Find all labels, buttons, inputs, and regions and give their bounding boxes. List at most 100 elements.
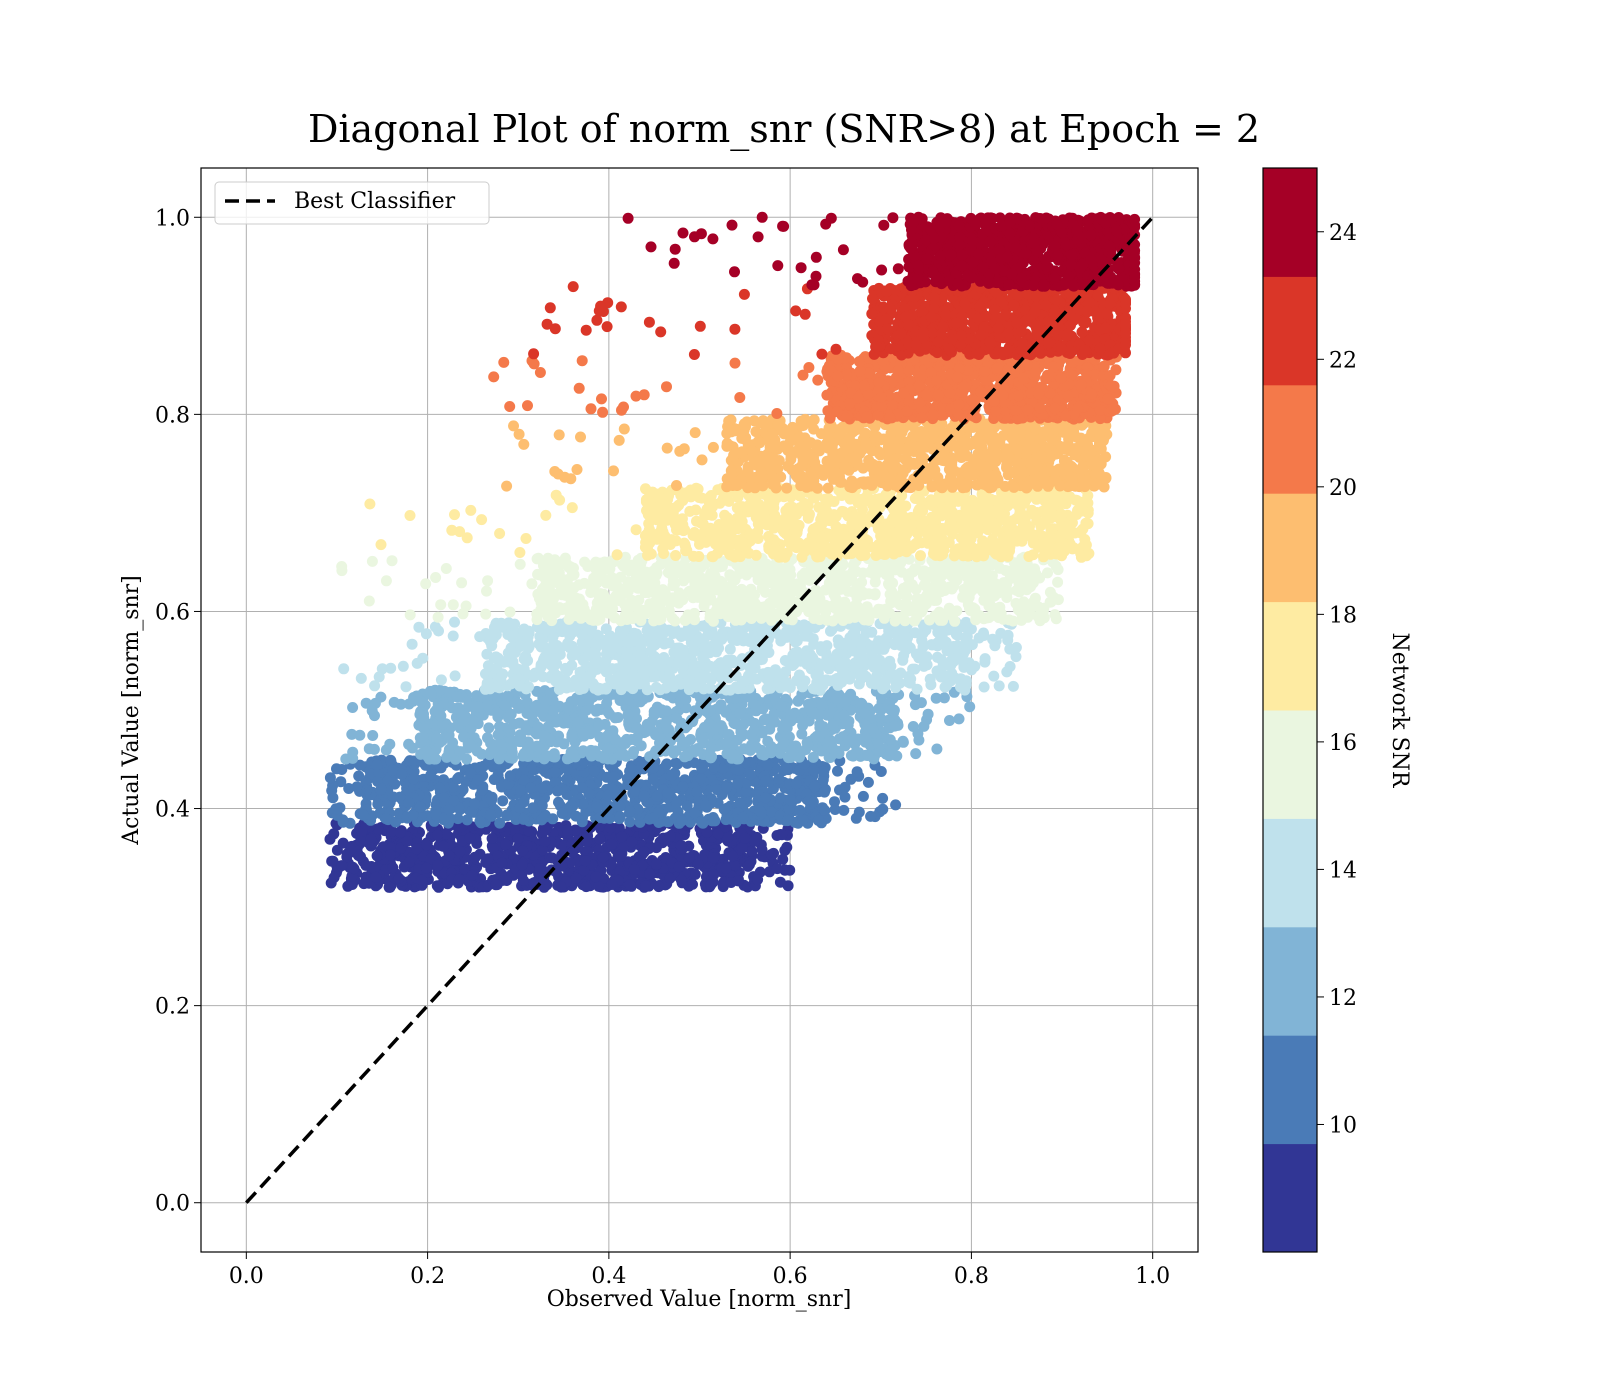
scatter-point	[675, 874, 687, 886]
scatter-point	[732, 778, 744, 789]
scatter-point	[486, 833, 498, 844]
scatter-band	[324, 753, 902, 829]
scatter-point	[385, 754, 396, 766]
scatter-point	[732, 875, 744, 887]
scatter-point	[648, 706, 660, 718]
scatter-point	[835, 609, 847, 621]
scatter-point	[570, 810, 582, 822]
scatter-point	[778, 586, 790, 598]
scatter-point	[459, 863, 471, 875]
scatter-point	[649, 577, 661, 589]
scatter-point	[527, 802, 539, 814]
scatter-point	[366, 555, 378, 567]
scatter-point	[393, 872, 405, 884]
scatter-point	[567, 748, 579, 760]
scatter-point	[708, 761, 720, 773]
scatter-point	[432, 859, 444, 871]
scatter-point	[335, 776, 347, 788]
scatter-point	[953, 713, 965, 725]
scatter-point	[413, 621, 425, 633]
scatter-point	[859, 707, 871, 719]
scatter-point	[874, 712, 886, 724]
scatter-point	[717, 762, 729, 774]
scatter-point	[425, 769, 437, 781]
scatter-point	[504, 770, 516, 782]
scatter-point	[434, 782, 446, 794]
scatter-point	[518, 663, 530, 675]
scatter-point	[614, 800, 626, 812]
scatter-point	[782, 880, 794, 892]
scatter-point	[678, 660, 689, 672]
scatter-point	[667, 575, 679, 587]
scatter-point	[482, 660, 494, 672]
scatter-point	[676, 815, 688, 827]
scatter-point	[724, 643, 736, 655]
scatter-point	[730, 585, 742, 597]
scatter-point	[578, 865, 590, 876]
scatter-point	[490, 879, 502, 891]
scatter-point	[951, 652, 963, 664]
scatter-point	[451, 691, 463, 703]
scatter-point	[696, 734, 708, 746]
scatter-point	[744, 744, 756, 756]
scatter-point	[855, 697, 867, 709]
scatter-point	[558, 738, 570, 750]
scatter-point	[371, 850, 383, 862]
scatter-point	[695, 672, 707, 684]
scatter-point	[433, 881, 445, 893]
scatter-point	[465, 767, 477, 779]
scatter-point	[627, 669, 639, 681]
scatter-point	[515, 784, 527, 796]
scatter-point	[504, 606, 516, 618]
scatter-point	[476, 784, 488, 796]
scatter-point	[668, 747, 680, 759]
scatter-point	[456, 577, 468, 589]
scatter-point	[535, 604, 547, 616]
scatter-point	[562, 637, 574, 649]
scatter-point	[1018, 603, 1029, 615]
scatter-point	[453, 873, 465, 885]
scatter-point	[762, 759, 774, 771]
scatter-point	[469, 798, 480, 810]
scatter-point	[375, 691, 387, 703]
scatter-point	[438, 792, 450, 803]
scatter-point	[487, 842, 499, 854]
scatter-point	[874, 654, 886, 666]
scatter-point	[698, 578, 710, 590]
scatter-point	[814, 614, 826, 626]
scatter-point	[336, 561, 348, 572]
scatter-point	[610, 733, 621, 745]
scatter-point	[988, 670, 1000, 682]
scatter-point	[812, 814, 824, 826]
scatter-point	[561, 824, 573, 836]
scatter-point	[969, 660, 981, 672]
scatter-point	[760, 775, 772, 787]
scatter-point	[371, 759, 383, 771]
scatter-point	[370, 871, 382, 883]
scatter-point	[819, 805, 831, 816]
scatter-point	[638, 654, 650, 666]
scatter-point	[348, 863, 360, 875]
scatter-point	[741, 777, 752, 789]
scatter-point	[774, 792, 786, 804]
scatter-point	[631, 722, 643, 734]
scatter-point	[328, 828, 340, 840]
scatter-point	[681, 567, 693, 579]
scatter-point	[790, 778, 802, 790]
scatter-point	[796, 681, 808, 693]
scatter-point	[877, 792, 889, 804]
scatter-point	[979, 653, 991, 665]
scatter-point	[773, 568, 785, 580]
scatter-point	[758, 714, 770, 726]
scatter-point	[649, 659, 661, 671]
scatter-point	[986, 570, 998, 582]
scatter-point	[483, 722, 495, 734]
scatter-point	[606, 879, 618, 890]
scatter-point	[491, 681, 503, 693]
scatter-point	[771, 863, 783, 875]
scatter-point	[880, 568, 892, 580]
scatter-point	[326, 855, 338, 867]
scatter-point	[549, 776, 561, 788]
scatter-point	[756, 566, 768, 578]
scatter-point	[407, 695, 419, 707]
